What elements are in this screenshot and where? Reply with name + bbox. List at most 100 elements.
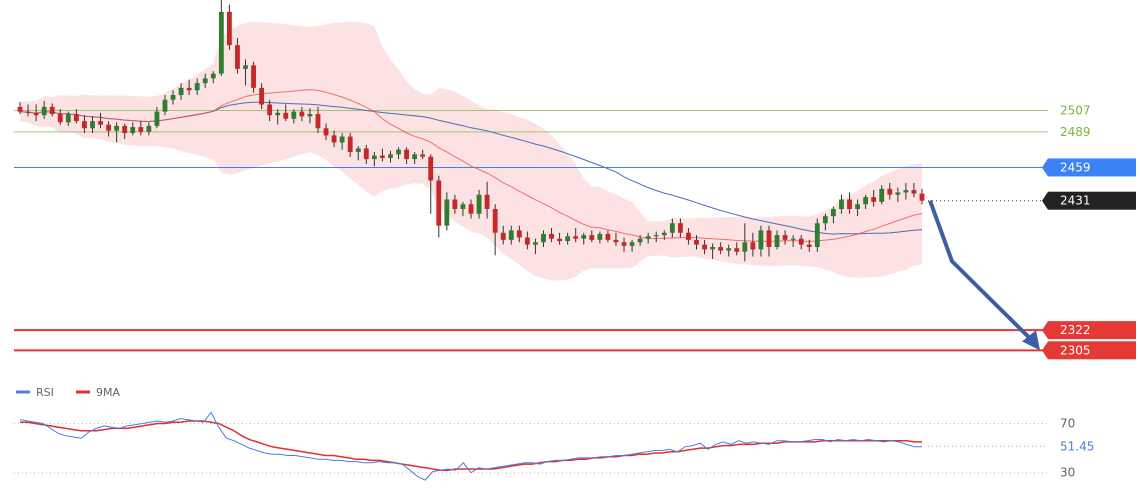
candle-body <box>41 106 47 116</box>
candle-body <box>202 78 208 84</box>
rsi-panel: RSI 9MA 70 30 51.45 <box>14 386 1094 481</box>
candle <box>702 239 707 255</box>
candle-body <box>170 95 176 100</box>
candle <box>814 218 820 252</box>
level-tag-2305 <box>1048 341 1136 360</box>
candle <box>742 223 748 262</box>
candle <box>178 83 184 100</box>
candle-body <box>790 238 796 240</box>
candle-body <box>243 65 248 69</box>
forecast-arrow-head <box>1022 330 1040 351</box>
candle <box>541 230 546 247</box>
candle-body <box>524 237 530 245</box>
candle <box>863 194 869 209</box>
candle <box>323 123 329 141</box>
candle <box>428 154 434 214</box>
candle <box>710 243 716 259</box>
candle <box>170 90 176 105</box>
candle <box>766 225 772 257</box>
level-label-2322: 2322 <box>1060 323 1091 337</box>
candle <box>839 194 844 214</box>
candle <box>879 185 885 205</box>
candle-body <box>573 236 579 239</box>
candle <box>202 73 208 88</box>
candle-body <box>388 154 393 158</box>
candle-body <box>210 73 216 79</box>
candle <box>404 147 409 164</box>
candle-body <box>911 190 917 194</box>
candle <box>822 213 828 231</box>
candle <box>73 109 79 124</box>
candle <box>275 109 281 125</box>
candle <box>661 230 667 240</box>
candle-body <box>718 247 724 251</box>
candle-body <box>25 111 31 113</box>
candle <box>476 190 482 219</box>
level-tag-2322 <box>1048 321 1136 340</box>
moving-averages <box>19 89 923 243</box>
candle <box>621 237 627 252</box>
candle-body <box>589 235 595 240</box>
candle-body <box>742 242 748 252</box>
candle-body <box>871 197 877 202</box>
candle <box>154 106 160 129</box>
candle-body <box>428 156 434 181</box>
candle-body <box>734 248 740 252</box>
candle <box>911 182 917 198</box>
candle-body <box>452 199 458 209</box>
candle <box>162 95 168 116</box>
candle-body <box>235 45 240 69</box>
candle <box>508 225 514 245</box>
candle <box>718 242 724 255</box>
candle <box>82 115 87 133</box>
candle-body <box>347 136 353 152</box>
candle-body <box>138 127 144 132</box>
candle-body <box>903 190 909 193</box>
candle-body <box>597 233 603 240</box>
candle-body <box>533 242 538 245</box>
candle-body <box>90 121 95 129</box>
level-label-2431: 2431 <box>1060 194 1091 208</box>
candle-body <box>484 194 490 209</box>
candle <box>291 109 297 124</box>
candle-body <box>774 235 780 247</box>
candle-body <box>621 242 627 246</box>
level-tag-pointer-2322 <box>1042 321 1048 340</box>
candle <box>653 231 659 243</box>
candle <box>436 175 442 238</box>
level-tag-pointer-2305 <box>1042 341 1048 360</box>
candle <box>460 201 466 217</box>
candle <box>774 230 780 250</box>
level-labels: 2507 2489 2459 2431 2322 2305 <box>1042 103 1136 360</box>
candle-body <box>508 230 514 240</box>
candle <box>903 182 909 200</box>
candle <box>57 109 63 125</box>
candle <box>347 133 353 157</box>
candle-body <box>404 149 409 160</box>
candle <box>17 102 23 114</box>
candle <box>734 242 740 256</box>
candle <box>694 235 699 250</box>
level-label-2459: 2459 <box>1060 160 1091 174</box>
candle <box>420 149 426 160</box>
candle-body <box>677 223 683 233</box>
candle-body <box>863 197 869 205</box>
level-tag-2431 <box>1048 191 1136 210</box>
candle <box>210 71 216 84</box>
candle <box>871 190 877 207</box>
candle <box>130 122 136 136</box>
candle-body <box>476 194 482 214</box>
candle-body <box>315 114 321 129</box>
candle <box>315 106 321 133</box>
candle-body <box>291 111 297 119</box>
candle-body <box>565 236 571 242</box>
candle <box>226 4 232 50</box>
candle <box>806 239 812 252</box>
candle-body <box>267 104 273 116</box>
candle-body <box>653 235 659 237</box>
candle-body <box>420 154 426 157</box>
candle-body <box>299 111 305 117</box>
candle <box>235 38 240 74</box>
candle <box>686 228 691 245</box>
rsi-current-value: 51.45 <box>1060 439 1094 453</box>
